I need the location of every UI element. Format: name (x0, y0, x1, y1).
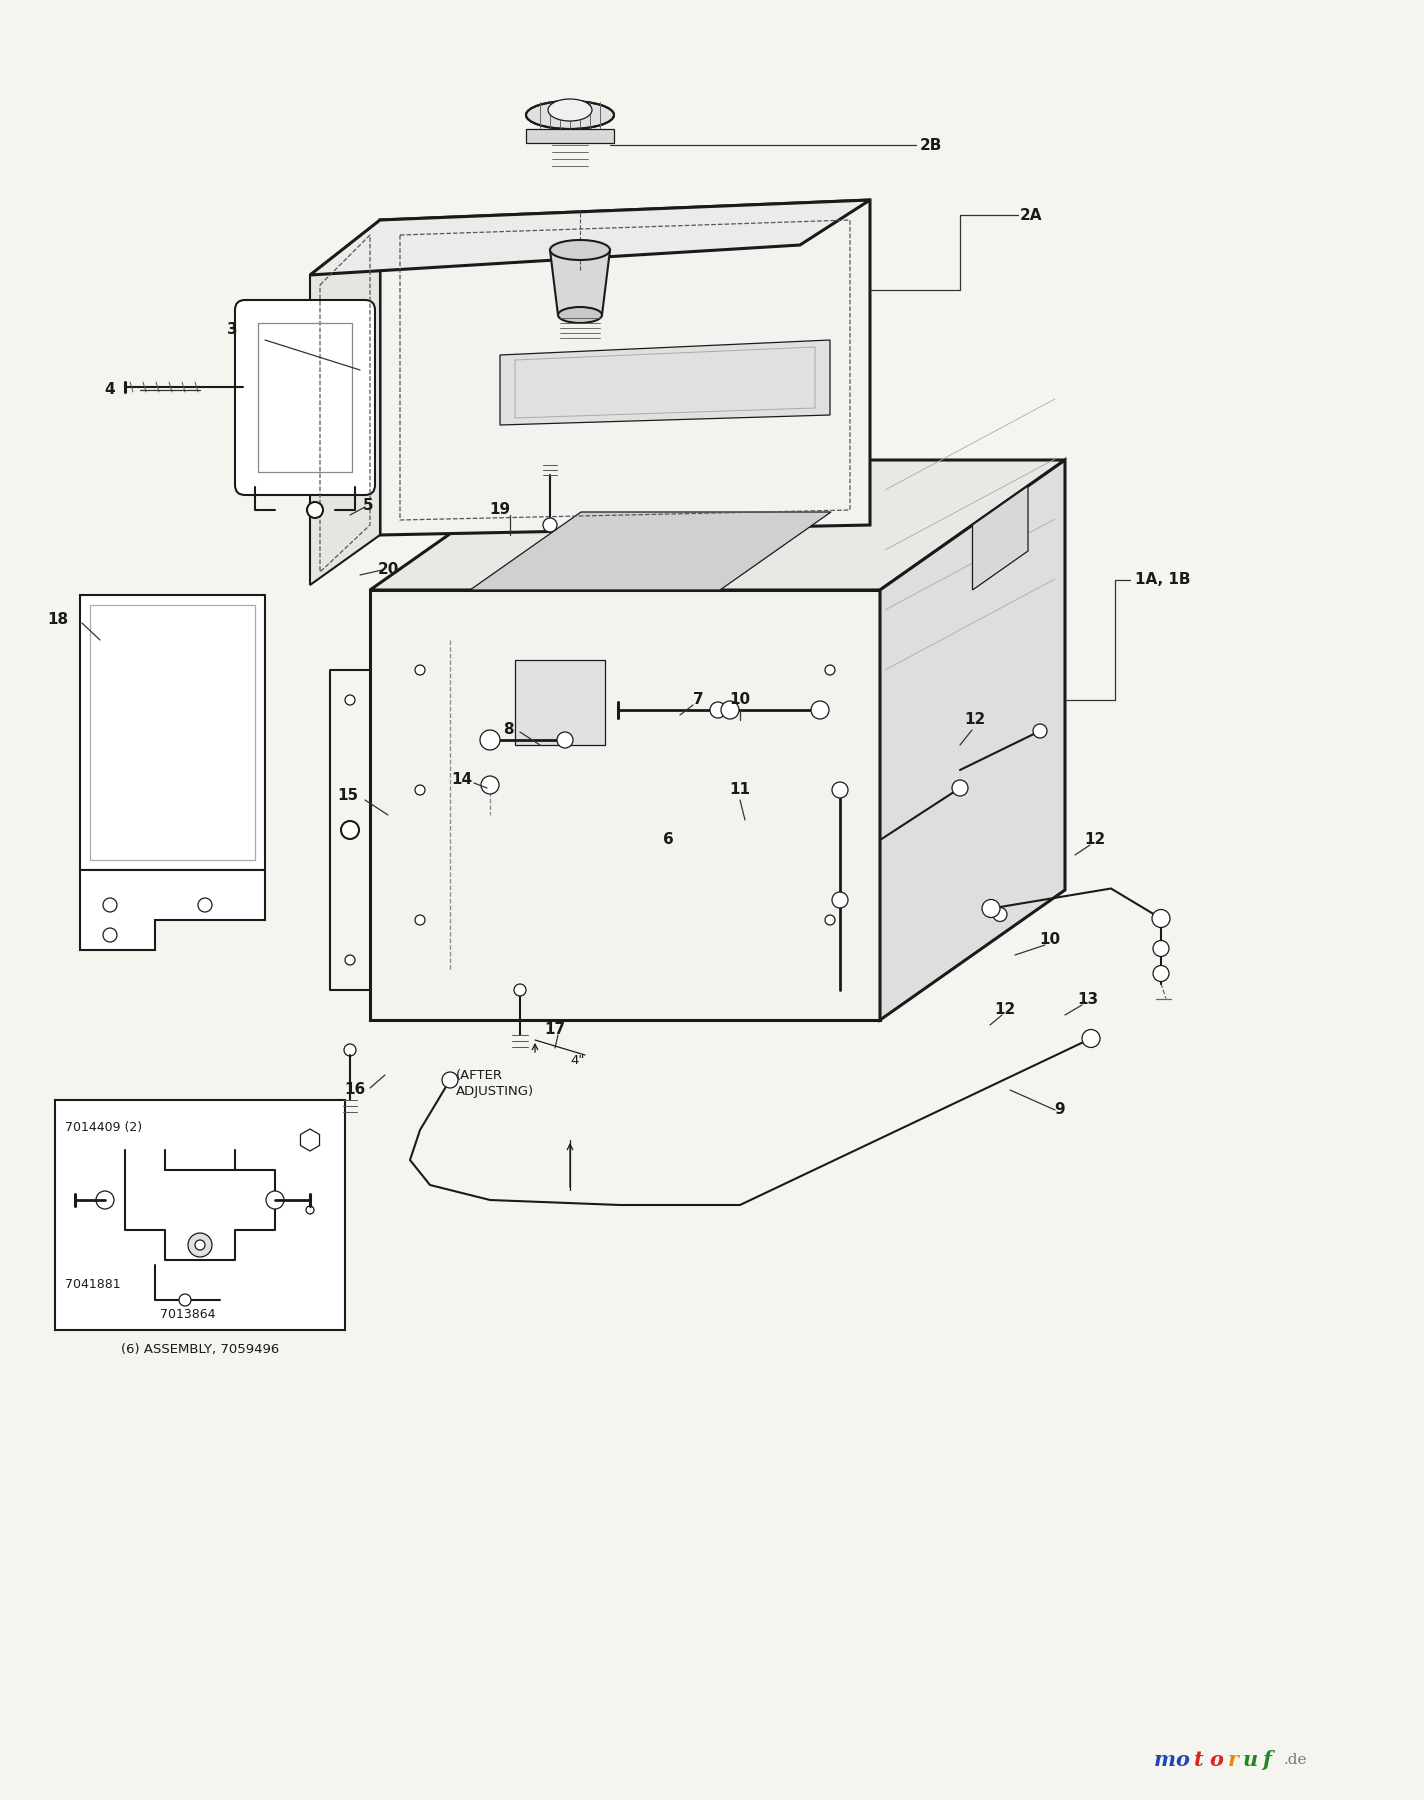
Polygon shape (80, 869, 265, 950)
Circle shape (543, 518, 557, 533)
Polygon shape (310, 200, 870, 275)
Text: r: r (1227, 1750, 1239, 1769)
Circle shape (480, 731, 500, 751)
Circle shape (824, 664, 834, 675)
Text: 7014409 (2): 7014409 (2) (66, 1121, 142, 1134)
Circle shape (103, 929, 117, 941)
Ellipse shape (550, 239, 609, 259)
Circle shape (103, 898, 117, 913)
Circle shape (1153, 965, 1169, 981)
Polygon shape (525, 130, 614, 142)
Text: 20: 20 (377, 562, 399, 578)
Circle shape (195, 1240, 205, 1249)
FancyBboxPatch shape (235, 301, 375, 495)
Text: 16: 16 (345, 1082, 366, 1098)
Text: 4: 4 (105, 383, 115, 398)
Text: (6) ASSEMBLY, 7059496: (6) ASSEMBLY, 7059496 (121, 1343, 279, 1357)
Circle shape (414, 914, 424, 925)
Text: 15: 15 (337, 788, 359, 803)
Text: 13: 13 (1078, 992, 1098, 1008)
Circle shape (1032, 724, 1047, 738)
Circle shape (95, 1192, 114, 1210)
Text: 18: 18 (47, 612, 68, 628)
Text: 5: 5 (363, 497, 373, 513)
Ellipse shape (548, 99, 592, 121)
Text: 7013864: 7013864 (159, 1309, 215, 1321)
Polygon shape (515, 661, 605, 745)
Text: 17: 17 (544, 1022, 565, 1037)
Polygon shape (310, 220, 380, 585)
Circle shape (953, 779, 968, 796)
Circle shape (340, 821, 359, 839)
Polygon shape (470, 511, 832, 590)
Ellipse shape (525, 101, 614, 130)
Text: 3: 3 (226, 322, 238, 338)
Text: 10: 10 (729, 693, 750, 707)
Text: 7: 7 (692, 693, 703, 707)
Circle shape (188, 1233, 212, 1256)
Text: 11: 11 (729, 783, 750, 797)
Text: (AFTER: (AFTER (456, 1069, 503, 1082)
Text: o: o (1209, 1750, 1223, 1769)
Circle shape (266, 1192, 283, 1210)
Text: o: o (1175, 1750, 1189, 1769)
Circle shape (1082, 1030, 1099, 1048)
Text: 4": 4" (570, 1053, 584, 1066)
Circle shape (832, 781, 849, 797)
Circle shape (721, 700, 739, 718)
Circle shape (993, 907, 1007, 922)
Circle shape (514, 985, 525, 995)
Circle shape (557, 733, 572, 749)
Circle shape (1152, 909, 1171, 927)
Text: 10: 10 (1040, 932, 1061, 947)
Circle shape (1153, 940, 1169, 956)
Polygon shape (380, 200, 870, 535)
Circle shape (812, 700, 829, 718)
Bar (56, 1100, 345, 1330)
Text: 7041881: 7041881 (66, 1278, 121, 1292)
Circle shape (345, 956, 355, 965)
Circle shape (308, 502, 323, 518)
Text: 6: 6 (662, 832, 674, 848)
Text: 2A: 2A (1020, 207, 1042, 223)
Circle shape (306, 1206, 315, 1213)
Circle shape (711, 702, 726, 718)
Text: 1A, 1B: 1A, 1B (1135, 572, 1190, 587)
Polygon shape (500, 340, 830, 425)
Text: .de: .de (1284, 1753, 1307, 1768)
Text: u: u (1242, 1750, 1257, 1769)
Text: t: t (1195, 1750, 1203, 1769)
Circle shape (983, 900, 1000, 918)
Text: 12: 12 (964, 713, 985, 727)
Polygon shape (370, 590, 880, 1021)
Circle shape (179, 1294, 191, 1307)
Circle shape (414, 785, 424, 796)
Polygon shape (370, 461, 1065, 590)
Text: ADJUSTING): ADJUSTING) (456, 1085, 534, 1098)
Text: 9: 9 (1055, 1102, 1065, 1118)
Text: f: f (1263, 1750, 1272, 1769)
Circle shape (345, 695, 355, 706)
Polygon shape (880, 461, 1065, 1021)
Ellipse shape (558, 308, 602, 322)
Text: 12: 12 (1084, 832, 1105, 848)
Polygon shape (80, 596, 265, 869)
Polygon shape (973, 486, 1028, 590)
Polygon shape (550, 250, 609, 315)
Circle shape (198, 898, 212, 913)
Circle shape (481, 776, 498, 794)
Text: 8: 8 (503, 722, 513, 738)
Text: m: m (1153, 1750, 1176, 1769)
Text: 14: 14 (451, 772, 473, 788)
Text: 19: 19 (490, 502, 511, 518)
Text: 2B: 2B (920, 137, 943, 153)
Text: 12: 12 (994, 1003, 1015, 1017)
Circle shape (441, 1073, 459, 1087)
Circle shape (824, 914, 834, 925)
Circle shape (414, 664, 424, 675)
Circle shape (345, 1044, 356, 1057)
Circle shape (345, 824, 355, 835)
Circle shape (832, 893, 849, 907)
